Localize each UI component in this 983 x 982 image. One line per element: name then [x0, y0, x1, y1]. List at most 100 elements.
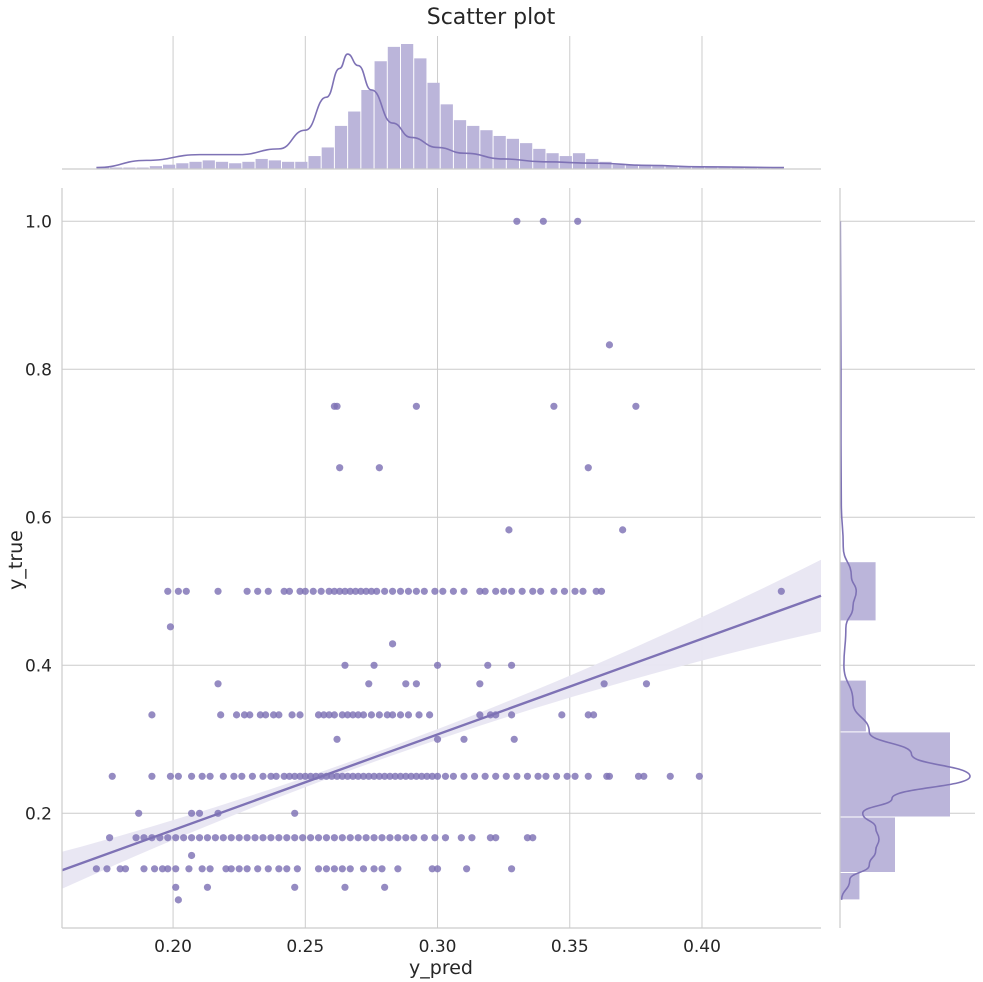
scatter-point	[383, 711, 391, 719]
scatter-point	[431, 587, 439, 595]
scatter-point	[441, 772, 450, 780]
scatter-point	[449, 772, 458, 780]
scatter-point	[470, 772, 479, 780]
scatter-point	[299, 834, 307, 842]
scatter-point	[166, 772, 175, 780]
scatter-point	[404, 711, 413, 719]
scatter-point	[354, 711, 362, 719]
scatter-point	[481, 772, 489, 780]
scatter-point	[341, 587, 349, 595]
scatter-point	[365, 680, 373, 688]
scatter-point	[362, 587, 370, 595]
scatter-point	[354, 772, 362, 780]
scatter-point	[507, 865, 516, 873]
scatter-point	[367, 587, 376, 595]
top-hist-bar	[546, 153, 559, 169]
scatter-point	[198, 865, 206, 873]
scatter-point	[195, 809, 204, 817]
scatter-point	[341, 883, 349, 891]
scatter-point	[275, 865, 283, 873]
scatter-point	[579, 587, 587, 595]
top-hist-bar	[731, 167, 744, 169]
scatter-point	[558, 711, 566, 719]
scatter-point	[391, 772, 399, 780]
scatter-point	[584, 464, 592, 472]
scatter-point	[185, 865, 193, 873]
scatter-point	[433, 661, 442, 669]
regression-line	[61, 594, 822, 872]
scatter-point	[325, 587, 333, 595]
top-hist-bar	[401, 44, 414, 169]
scatter-point	[441, 834, 450, 842]
scatter-point	[463, 865, 471, 873]
scatter-point	[333, 735, 341, 743]
scatter-point	[132, 834, 140, 842]
top-hist-bar	[295, 161, 308, 169]
scatter-point	[563, 772, 571, 780]
scatter-point	[507, 711, 516, 719]
scatter-point	[420, 587, 428, 595]
scatter-points	[92, 217, 785, 904]
right-hist-bar	[840, 873, 860, 900]
scatter-point	[264, 865, 272, 873]
x-tick-label: 0.30	[419, 937, 457, 957]
scatter-point	[140, 865, 148, 873]
scatter-point	[195, 834, 204, 842]
chart-title: Scatter plot	[427, 5, 556, 30]
scatter-point	[367, 711, 376, 719]
scatter-point	[642, 680, 651, 688]
scatter-point	[349, 711, 357, 719]
y-tick-label: 1.0	[25, 212, 52, 232]
scatter-point	[425, 711, 434, 719]
scatter-point	[198, 772, 206, 780]
top-hist-bar	[652, 166, 665, 169]
scatter-point	[254, 587, 262, 595]
scatter-point	[172, 834, 180, 842]
scatter-point	[394, 865, 402, 873]
scatter-point	[507, 661, 516, 669]
scatter-point	[330, 587, 338, 595]
scatter-point	[172, 865, 180, 873]
scatter-point	[597, 587, 606, 595]
scatter-point	[336, 464, 344, 472]
scatter-point	[187, 772, 196, 780]
scatter-point	[505, 526, 513, 534]
top-hist-bar	[229, 163, 242, 169]
scatter-point	[174, 896, 182, 904]
scatter-point	[296, 711, 304, 719]
scatter-point	[164, 865, 172, 873]
scatter-point	[240, 711, 249, 719]
top-hist-bar	[374, 61, 387, 169]
scatter-point	[150, 865, 159, 873]
top-hist-bar	[176, 163, 189, 169]
top-hist-bar	[308, 156, 321, 169]
scatter-point	[394, 834, 402, 842]
scatter-point	[206, 865, 214, 873]
scatter-point	[322, 834, 331, 842]
scatter-point	[293, 865, 301, 873]
scatter-point	[243, 865, 251, 873]
scatter-point	[476, 711, 484, 719]
top-hist-bar	[149, 166, 162, 169]
top-hist-bar	[321, 147, 334, 169]
right-marginal-histogram	[839, 188, 975, 928]
scatter-point	[267, 834, 275, 842]
scatter-point	[351, 587, 360, 595]
scatter-point	[370, 865, 378, 873]
scatter-point	[92, 865, 100, 873]
scatter-point	[325, 711, 333, 719]
top-hist-bar	[440, 104, 453, 169]
scatter-point	[206, 772, 214, 780]
scatter-point	[605, 772, 614, 780]
scatter-point	[314, 834, 323, 842]
y-tick-label: 0.4	[25, 656, 52, 676]
scatter-point	[433, 772, 442, 780]
scatter-point	[330, 865, 338, 873]
scatter-point	[396, 587, 405, 595]
right-hist-bar	[840, 817, 895, 872]
scatter-point	[404, 587, 413, 595]
scatter-point	[500, 587, 508, 595]
scatter-point	[407, 772, 415, 780]
scatter-point	[338, 772, 346, 780]
top-hist-bar	[110, 167, 123, 169]
